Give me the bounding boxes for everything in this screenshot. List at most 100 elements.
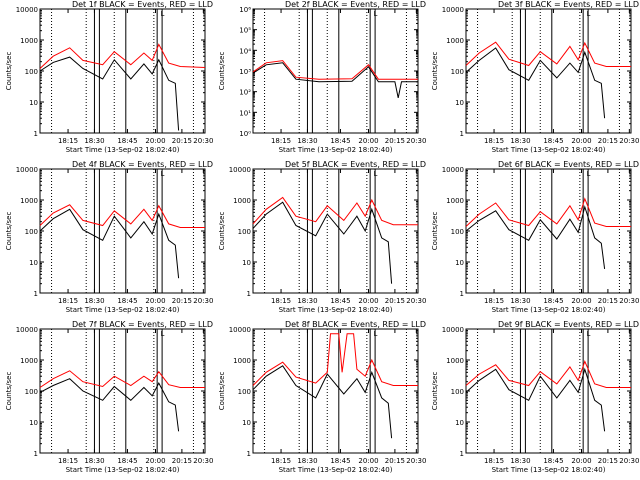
panel-det-8f: Det 8f BLACK = Events, RED = LLD 1 10 100 10… <box>218 320 426 474</box>
panel-title: Det 5f BLACK = Events, RED = LLD <box>285 160 426 169</box>
lld-series-line <box>39 370 205 388</box>
y-tick-label: 1 <box>460 130 464 138</box>
x-tick-label: 20:15 <box>172 137 192 145</box>
x-tick-label: 18:15 <box>271 457 291 465</box>
y-tick-label: 10 <box>242 259 251 267</box>
x-tick-label: 18:15 <box>58 297 78 305</box>
lld-series-line <box>39 204 205 228</box>
plot-frame <box>465 8 632 134</box>
y-tick-label: 100 <box>451 388 464 396</box>
panel-title: Det 2f BLACK = Events, RED = LLD <box>285 0 426 9</box>
x-tick-label: 20:15 <box>172 457 192 465</box>
x-tick-label: 18:15 <box>484 457 504 465</box>
legend-mark: L <box>160 170 164 178</box>
x-axis-label: Start Time (13-Sep-02 18:02:40) <box>279 306 393 314</box>
y-tick-label: 10 <box>29 259 38 267</box>
y-tick-label: 100 <box>25 388 38 396</box>
panel-title: Det 4f BLACK = Events, RED = LLD <box>72 160 213 169</box>
x-tick-label: 18:30 <box>84 457 104 465</box>
x-tick-label: 20:00 <box>571 457 591 465</box>
events-series-line <box>465 367 606 432</box>
y-tick-label: 1 <box>460 450 464 458</box>
panel-det-5f: Det 5f BLACK = Events, RED = LLD 1 10 100 10… <box>218 160 426 314</box>
y-tick-label: 1 <box>247 450 251 458</box>
x-axis-label: Start Time (13-Sep-02 18:02:40) <box>66 466 180 474</box>
x-tick-label: 20:00 <box>358 297 378 305</box>
y-tick-label: 1000 <box>446 37 464 45</box>
plot-frame <box>252 328 419 454</box>
y-tick-label: 10000 <box>16 326 38 334</box>
y-tick-label: 1000 <box>446 357 464 365</box>
y-tick-label: 100 <box>451 228 464 236</box>
y-tick-label: 100 <box>25 228 38 236</box>
x-tick-label: 20:30 <box>193 297 213 305</box>
y-tick-label: 1 <box>460 290 464 298</box>
x-tick-label: 18:30 <box>510 457 530 465</box>
x-tick-label: 20:00 <box>571 137 591 145</box>
y-tick-label: 10000 <box>442 166 464 174</box>
x-tick-label: 20:30 <box>619 297 639 305</box>
panel-det-9f: Det 9f BLACK = Events, RED = LLD 1 10 100 10… <box>431 320 639 474</box>
x-tick-label: 20:15 <box>385 457 405 465</box>
events-series-line <box>252 62 418 99</box>
legend-mark: L <box>586 10 590 18</box>
y-tick-label: 10¹ <box>239 109 251 117</box>
y-axis-label: Counts/sec <box>5 52 13 91</box>
x-tick-label: 20:15 <box>598 457 618 465</box>
plot-frame <box>465 168 632 294</box>
y-tick-label: 1 <box>34 130 38 138</box>
x-tick-label: 20:30 <box>193 457 213 465</box>
events-series-line <box>465 47 606 119</box>
x-tick-label: 18:30 <box>510 137 530 145</box>
y-tick-label: 100 <box>451 68 464 76</box>
x-tick-label: 20:00 <box>358 137 378 145</box>
y-axis-label: Counts/sec <box>5 212 13 251</box>
lld-series-line <box>465 197 631 227</box>
x-tick-label: 18:15 <box>271 137 291 145</box>
x-tick-label: 18:45 <box>330 137 350 145</box>
y-tick-label: 10 <box>455 259 464 267</box>
y-tick-label: 10000 <box>16 166 38 174</box>
x-tick-label: 18:30 <box>297 297 317 305</box>
x-axis-label: Start Time (13-Sep-02 18:02:40) <box>279 146 393 154</box>
x-tick-label: 18:15 <box>484 297 504 305</box>
panel-det-2f: Det 2f BLACK = Events, RED = LLD 10⁰ 10¹ 10… <box>218 0 426 154</box>
x-axis-label: Start Time (13-Sep-02 18:02:40) <box>279 466 393 474</box>
y-axis-label: Counts/sec <box>218 372 226 411</box>
y-tick-label: 10³ <box>239 68 251 76</box>
x-tick-label: 18:30 <box>84 297 104 305</box>
y-tick-label: 10 <box>29 419 38 427</box>
y-tick-label: 1000 <box>20 357 38 365</box>
y-tick-label: 10⁰ <box>239 130 251 138</box>
y-tick-label: 10000 <box>442 326 464 334</box>
legend-mark: L <box>586 330 590 338</box>
y-tick-label: 1000 <box>233 357 251 365</box>
y-tick-label: 10⁵ <box>239 27 251 35</box>
lld-series-line <box>252 196 418 226</box>
x-tick-label: 20:15 <box>172 297 192 305</box>
events-series-line <box>39 378 180 432</box>
y-tick-label: 10000 <box>229 166 251 174</box>
x-axis-label: Start Time (13-Sep-02 18:02:40) <box>66 306 180 314</box>
x-axis-label: Start Time (13-Sep-02 18:02:40) <box>492 306 606 314</box>
y-tick-label: 1 <box>34 450 38 458</box>
legend-mark: L <box>160 330 164 338</box>
x-tick-label: 18:15 <box>58 137 78 145</box>
x-tick-label: 20:15 <box>598 297 618 305</box>
x-tick-label: 20:00 <box>358 457 378 465</box>
x-tick-label: 20:15 <box>385 137 405 145</box>
panel-title: Det 6f BLACK = Events, RED = LLD <box>498 160 639 169</box>
y-axis-label: Counts/sec <box>431 372 439 411</box>
x-tick-label: 18:45 <box>117 137 137 145</box>
y-axis-label: Counts/sec <box>5 372 13 411</box>
y-tick-label: 10⁴ <box>239 47 251 55</box>
x-tick-label: 18:45 <box>330 457 350 465</box>
legend-mark: L <box>586 170 590 178</box>
legend-mark: L <box>160 10 164 18</box>
y-tick-label: 10 <box>242 419 251 427</box>
x-axis-label: Start Time (13-Sep-02 18:02:40) <box>492 466 606 474</box>
x-tick-label: 18:45 <box>117 457 137 465</box>
y-tick-label: 10² <box>239 89 251 97</box>
x-tick-label: 18:45 <box>330 297 350 305</box>
